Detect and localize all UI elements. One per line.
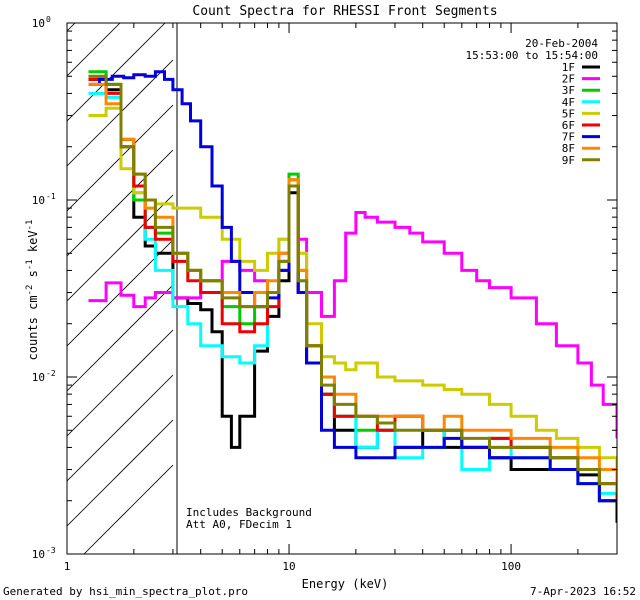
hatch-line (67, 374, 174, 482)
y-tick-label-exponent: -2 (46, 369, 56, 378)
y-axis-label: counts cm-2 s-1 keV-1 (25, 220, 40, 361)
legend-label-9F: 9F (562, 154, 575, 167)
hatch-line (67, 284, 174, 392)
y-axis-label-part: keV (26, 230, 40, 259)
y-axis-label-part: s (26, 270, 40, 284)
legend-label-1F: 1F (562, 61, 575, 74)
legend-label-7F: 7F (562, 131, 575, 144)
series-layer (88, 70, 617, 523)
observation-date: 20-Feb-2004 (525, 37, 598, 50)
legend-label-8F: 8F (562, 142, 575, 155)
legend-label-2F: 2F (562, 73, 575, 86)
y-axis-label-exp: -1 (25, 259, 35, 270)
chart-title: Count Spectra for RHESSI Front Segments (192, 4, 497, 19)
x-tick-label: 10 (282, 560, 295, 573)
x-tick-label: 1 (64, 560, 71, 573)
y-tick-label-exponent: 0 (46, 15, 51, 24)
plot-frame (66, 22, 618, 555)
note-attenuator: Att A0, FDecim 1 (186, 518, 292, 531)
legend-label-3F: 3F (562, 84, 575, 97)
legend-label-4F: 4F (562, 96, 575, 109)
y-tick-label: 10 (32, 548, 45, 561)
y-tick-label-exponent: -1 (46, 192, 56, 201)
hatch-line (83, 464, 174, 554)
observation-time-range: 15:53:00 to 15:54:00 (466, 49, 598, 62)
y-tick-label: 10 (32, 17, 45, 30)
legend-label-6F: 6F (562, 119, 575, 132)
hatch-line (67, 23, 166, 122)
hatch-line (67, 149, 174, 257)
hatch-line (67, 329, 174, 437)
series-5F (88, 106, 617, 470)
footer-timestamp: 7-Apr-2023 16:52 (530, 585, 636, 598)
hatch-line (67, 419, 174, 527)
y-tick-label-exponent: -3 (46, 546, 56, 555)
x-axis-label: Energy (keV) (302, 577, 389, 591)
series-9F (88, 74, 617, 494)
y-axis-label-exp: -2 (25, 285, 35, 296)
y-tick-label: 10 (32, 194, 45, 207)
note-background: Includes Background (186, 506, 312, 519)
x-tick-label: 100 (501, 560, 521, 573)
y-axis-label-part: counts cm (26, 295, 40, 360)
legend-label-5F: 5F (562, 107, 575, 120)
y-axis-label-exp: -1 (25, 220, 35, 231)
y-tick-label: 10 (32, 371, 45, 384)
generated-by: Generated by hsi_min_spectra_plot.pro (3, 585, 248, 598)
